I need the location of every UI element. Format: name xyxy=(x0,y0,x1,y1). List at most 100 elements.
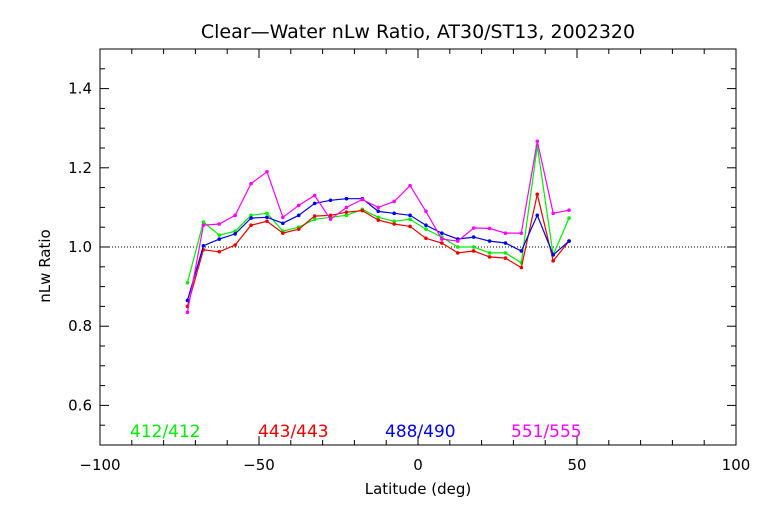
data-point-488 xyxy=(249,216,253,220)
data-point-488 xyxy=(567,239,571,243)
data-point-443 xyxy=(249,223,253,228)
data-point-412 xyxy=(376,215,381,220)
data-point-443 xyxy=(503,256,508,260)
x-axis-label: Latitude (deg) xyxy=(365,480,471,498)
data-point-412 xyxy=(185,280,190,285)
data-point-488 xyxy=(185,298,190,303)
data-point-488 xyxy=(503,241,508,245)
data-point-488 xyxy=(551,253,555,257)
data-point-488 xyxy=(487,239,492,243)
data-point-443 xyxy=(424,236,428,241)
data-point-488 xyxy=(201,244,206,248)
data-point-412 xyxy=(312,217,317,222)
data-point-551 xyxy=(185,310,190,315)
data-point-443 xyxy=(328,213,333,218)
data-point-412 xyxy=(201,220,206,224)
legend: 412/412 443/443 488/490 551/555 xyxy=(130,422,582,442)
data-point-488 xyxy=(233,232,237,236)
data-point-412 xyxy=(471,245,476,249)
data-point-412 xyxy=(424,227,428,231)
data-point-412 xyxy=(455,245,460,249)
x-tick-label: −100 xyxy=(79,456,120,474)
data-point-443 xyxy=(471,249,476,253)
data-point-443 xyxy=(281,231,285,235)
data-point-443 xyxy=(344,210,349,214)
data-point-551 xyxy=(487,226,492,231)
x-tick-label: 0 xyxy=(413,456,423,474)
data-point-488 xyxy=(328,198,333,203)
legend-443: 443/443 xyxy=(258,422,329,442)
data-point-443 xyxy=(312,214,317,218)
data-point-443 xyxy=(519,265,524,270)
data-point-488 xyxy=(376,209,381,214)
data-point-412 xyxy=(233,229,237,233)
data-point-412 xyxy=(217,233,222,237)
data-point-488 xyxy=(312,201,317,206)
data-point-443 xyxy=(376,218,381,222)
data-point-551 xyxy=(551,211,555,216)
data-point-551 xyxy=(503,231,508,235)
data-point-551 xyxy=(249,181,253,186)
data-point-412 xyxy=(408,217,412,222)
data-point-551 xyxy=(296,203,301,208)
data-point-488 xyxy=(408,213,412,218)
data-point-443 xyxy=(296,227,301,231)
x-tick-label: −50 xyxy=(243,456,275,474)
data-point-551 xyxy=(471,226,476,230)
data-point-551 xyxy=(567,208,571,212)
data-point-551 xyxy=(392,199,396,204)
legend-551: 551/555 xyxy=(511,422,582,442)
data-point-551 xyxy=(281,215,285,220)
chart-title: Clear—Water nLw Ratio, AT30/ST13, 200232… xyxy=(201,21,635,43)
data-point-443 xyxy=(487,255,492,259)
y-tick-label: 1.2 xyxy=(68,159,92,177)
y-tick-label: 1.0 xyxy=(68,238,92,256)
data-point-443 xyxy=(392,222,396,226)
data-point-443 xyxy=(360,208,365,213)
data-point-488 xyxy=(296,213,301,218)
data-point-551 xyxy=(344,205,349,210)
data-point-488 xyxy=(440,231,444,235)
data-point-488 xyxy=(392,211,396,216)
data-point-551 xyxy=(455,239,460,243)
data-point-412 xyxy=(265,211,269,216)
x-tick-label: 100 xyxy=(722,456,751,474)
data-point-551 xyxy=(376,205,381,210)
data-point-443 xyxy=(233,243,237,247)
data-point-488 xyxy=(471,235,476,239)
data-point-443 xyxy=(440,241,444,245)
data-point-488 xyxy=(281,221,285,226)
axis-tick-labels: −100 −50 0 50 100 0.6 0.8 1.0 1.2 1.4 xyxy=(68,80,750,474)
data-point-551 xyxy=(328,217,333,222)
data-point-443 xyxy=(535,192,540,197)
y-axis-label: nLw Ratio xyxy=(36,229,54,302)
data-point-551 xyxy=(408,183,412,188)
data-point-412 xyxy=(487,251,492,255)
data-point-488 xyxy=(535,213,540,218)
y-tick-label: 1.4 xyxy=(68,80,92,98)
y-tick-label: 0.8 xyxy=(68,317,92,335)
data-point-551 xyxy=(519,231,524,235)
data-point-551 xyxy=(535,139,540,144)
data-point-551 xyxy=(312,193,317,198)
data-point-412 xyxy=(344,213,349,218)
data-point-443 xyxy=(217,249,222,254)
data-point-443 xyxy=(408,224,412,229)
data-point-488 xyxy=(424,223,428,228)
data-point-443 xyxy=(265,219,269,224)
data-point-412 xyxy=(503,251,508,255)
data-point-412 xyxy=(249,213,253,218)
data-point-551 xyxy=(217,222,222,226)
data-point-551 xyxy=(360,197,365,202)
data-point-443 xyxy=(551,259,555,263)
data-point-551 xyxy=(201,223,206,228)
data-point-412 xyxy=(392,219,396,224)
axis-ticks xyxy=(99,48,737,446)
series-group xyxy=(185,139,571,315)
data-point-488 xyxy=(344,196,349,201)
data-point-551 xyxy=(424,209,428,214)
legend-488: 488/490 xyxy=(385,422,456,442)
data-point-551 xyxy=(233,213,237,218)
